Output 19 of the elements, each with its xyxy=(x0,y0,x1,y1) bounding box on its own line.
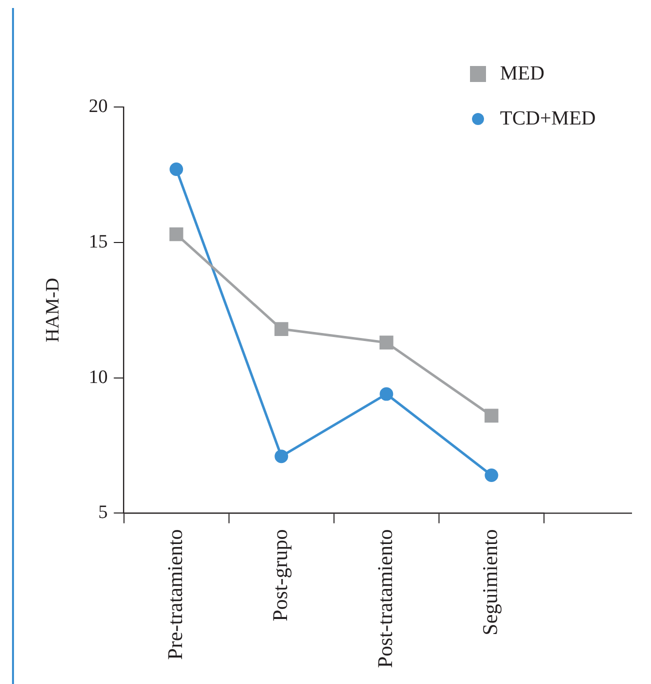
point xyxy=(169,227,184,242)
point xyxy=(274,450,288,464)
x-tick-label: Seguimiento xyxy=(478,529,502,636)
y-axis-title: HAM-D xyxy=(42,278,64,342)
legend-label: TCD+MED xyxy=(500,107,596,130)
point xyxy=(170,162,184,176)
y-tick-label: 10 xyxy=(88,366,108,388)
y-tick-label: 15 xyxy=(88,231,108,252)
x-tick-label: Pre-tratamiento xyxy=(162,529,187,660)
x-tick-label: Post-grupo xyxy=(268,529,292,622)
point xyxy=(380,387,394,401)
x-tick-label: Post-tratamiento xyxy=(372,529,397,668)
y-tick-label: 20 xyxy=(88,96,108,117)
legend-label: MED xyxy=(500,62,544,84)
y-tick-label: 5 xyxy=(98,502,108,524)
point xyxy=(484,408,498,423)
point xyxy=(274,322,288,336)
point xyxy=(380,336,394,350)
point xyxy=(484,468,498,482)
